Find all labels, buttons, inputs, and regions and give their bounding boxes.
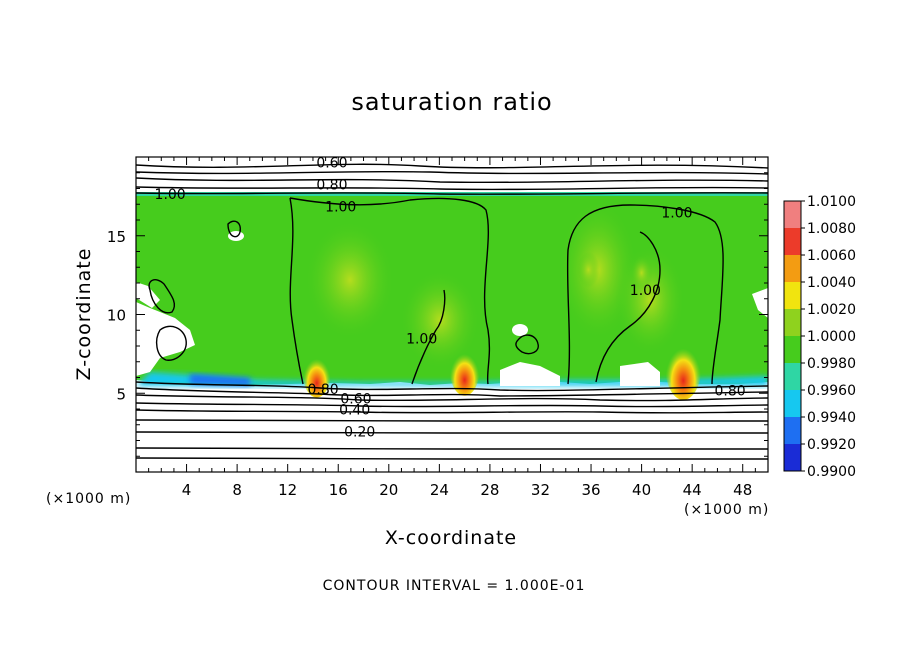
hotspot-3 [302, 349, 331, 398]
contour-plume-1 [289, 197, 304, 385]
x-tick-label-36: 36 [581, 481, 600, 499]
contour-plume-4 [566, 204, 724, 385]
white-gap-bump-1 [620, 362, 660, 386]
y-tick-label-15: 15 [107, 228, 126, 246]
x-tick-label-16: 16 [329, 481, 348, 499]
contour-upper-1 [136, 163, 768, 169]
contour-plume-5 [595, 231, 661, 383]
contour-island-1 [148, 279, 176, 314]
colorbar-label-9: 0.9940 [807, 410, 856, 426]
x-unit-label-left: (×1000 m) [46, 491, 132, 507]
contour-label-10: 0.40 [339, 403, 370, 419]
colorbar-segment-4 [784, 282, 801, 309]
x-tick-label-32: 32 [531, 481, 550, 499]
x-axis-label: X-coordinate [384, 527, 518, 549]
contour-lines [136, 163, 768, 460]
white-gap-small-2 [512, 324, 528, 336]
hotspot-5 [630, 254, 653, 291]
x-tick-label-48: 48 [733, 481, 752, 499]
contour-upper-5 [136, 192, 768, 195]
x-axis-ticks: 4 8 12 16 20 24 28 32 36 40 44 48 [148, 157, 756, 499]
heatmap-field: 0.600.801.001.00 1.001.001.000.800.600.40… [136, 155, 768, 472]
white-gap-right [752, 288, 768, 318]
contour-label-11: 0.20 [344, 425, 375, 441]
colorbar-segment-5 [784, 309, 801, 336]
contour-interval-note: CONTOUR INTERVAL = 1.000E-01 [322, 578, 586, 594]
colorbar-label-4: 1.0040 [807, 275, 856, 291]
cool-band-bottom [136, 372, 768, 386]
colorbar-segment-10 [784, 444, 801, 471]
contour-label-6: 1.00 [630, 283, 661, 299]
colorbar-label-8: 0.9960 [807, 383, 856, 399]
contour-lower-2 [136, 387, 768, 397]
contour-upper-4 [136, 186, 768, 191]
contour-lower-3 [136, 394, 768, 402]
hotspot-4 [577, 251, 600, 288]
colorbar-label-7: 0.9980 [807, 356, 856, 372]
colorbar: 1.0100 1.0080 1.0060 1.0040 1.0020 1.0000 0.99… [783, 194, 856, 480]
contour-label-2: 0.80 [316, 177, 347, 193]
contour-lower-7 [136, 431, 768, 434]
contour-island-3 [515, 334, 539, 355]
contour-lower-8 [136, 447, 768, 450]
hotspots-group [302, 251, 702, 400]
colorbar-segment-2 [784, 228, 801, 255]
contour-lower-9 [136, 457, 768, 460]
contour-label-12: 0.80 [714, 384, 745, 400]
cool-patch-left [190, 374, 250, 386]
contour-lower-5 [136, 409, 768, 414]
colorbar-segment-7 [784, 363, 801, 390]
white-gap-left [136, 302, 195, 376]
x-tick-label-8: 8 [232, 481, 242, 499]
chart-title: saturation ratio [351, 88, 553, 116]
y-axis-ticks: 5 10 15 [107, 172, 768, 457]
contour-label-9: 0.60 [340, 392, 371, 408]
colorbar-segment-3 [784, 255, 801, 282]
colorbar-segment-8 [784, 390, 801, 417]
contour-lower-6 [136, 419, 768, 422]
contour-lower-4 [136, 402, 768, 408]
x-tick-label-12: 12 [278, 481, 297, 499]
contour-lower-1 [136, 381, 768, 392]
x-unit-label-right: (×1000 m) [684, 502, 770, 518]
hotspot-2 [449, 343, 480, 396]
contour-interval-note-wrap: CONTOUR INTERVAL = 1.000E-01 [0, 578, 904, 594]
x-tick-label-28: 28 [480, 481, 499, 499]
contour-labels: 0.600.801.001.00 1.001.001.000.800.600.40… [155, 155, 746, 441]
colorbar-label-2: 1.0080 [807, 221, 856, 237]
colorbar-label-5: 1.0020 [807, 302, 856, 318]
contour-label-4: 1.00 [325, 199, 356, 215]
x-tick-label-24: 24 [430, 481, 449, 499]
x-tick-label-4: 4 [182, 481, 192, 499]
contour-label-3: 1.00 [155, 187, 186, 203]
y-tick-label-10: 10 [107, 307, 126, 325]
contour-label-8: 0.80 [307, 382, 338, 398]
warm-patch-3 [305, 220, 395, 340]
colorbar-label-11: 0.9900 [807, 464, 856, 480]
colorbar-segment-6 [784, 336, 801, 363]
contour-label-5: 1.00 [661, 206, 692, 222]
contour-label-1: 0.60 [316, 155, 347, 171]
colorbar-label-3: 1.0060 [807, 248, 856, 264]
x-tick-label-20: 20 [379, 481, 398, 499]
hotspot-1 [665, 335, 702, 400]
contour-plume-2 [289, 197, 491, 385]
contour-island-2 [155, 325, 187, 361]
colorbar-segment-9 [784, 417, 801, 444]
contour-upper-2 [136, 170, 768, 175]
y-tick-label-5: 5 [116, 385, 126, 403]
x-axis-label-wrap: X-coordinate [0, 527, 904, 549]
x-tick-label-44: 44 [683, 481, 702, 499]
contour-label-7: 1.00 [406, 332, 437, 348]
contour-upper-3 [136, 177, 768, 184]
contour-island-4 [227, 220, 242, 238]
colorbar-label-6: 1.0000 [807, 329, 856, 345]
colorbar-segment-1 [784, 201, 801, 228]
white-gap-bump-2 [500, 362, 560, 386]
contour-plume-3 [411, 289, 446, 385]
x-tick-label-40: 40 [632, 481, 651, 499]
colorbar-label-1: 1.0100 [807, 194, 856, 210]
colorbar-label-10: 0.9920 [807, 437, 856, 453]
